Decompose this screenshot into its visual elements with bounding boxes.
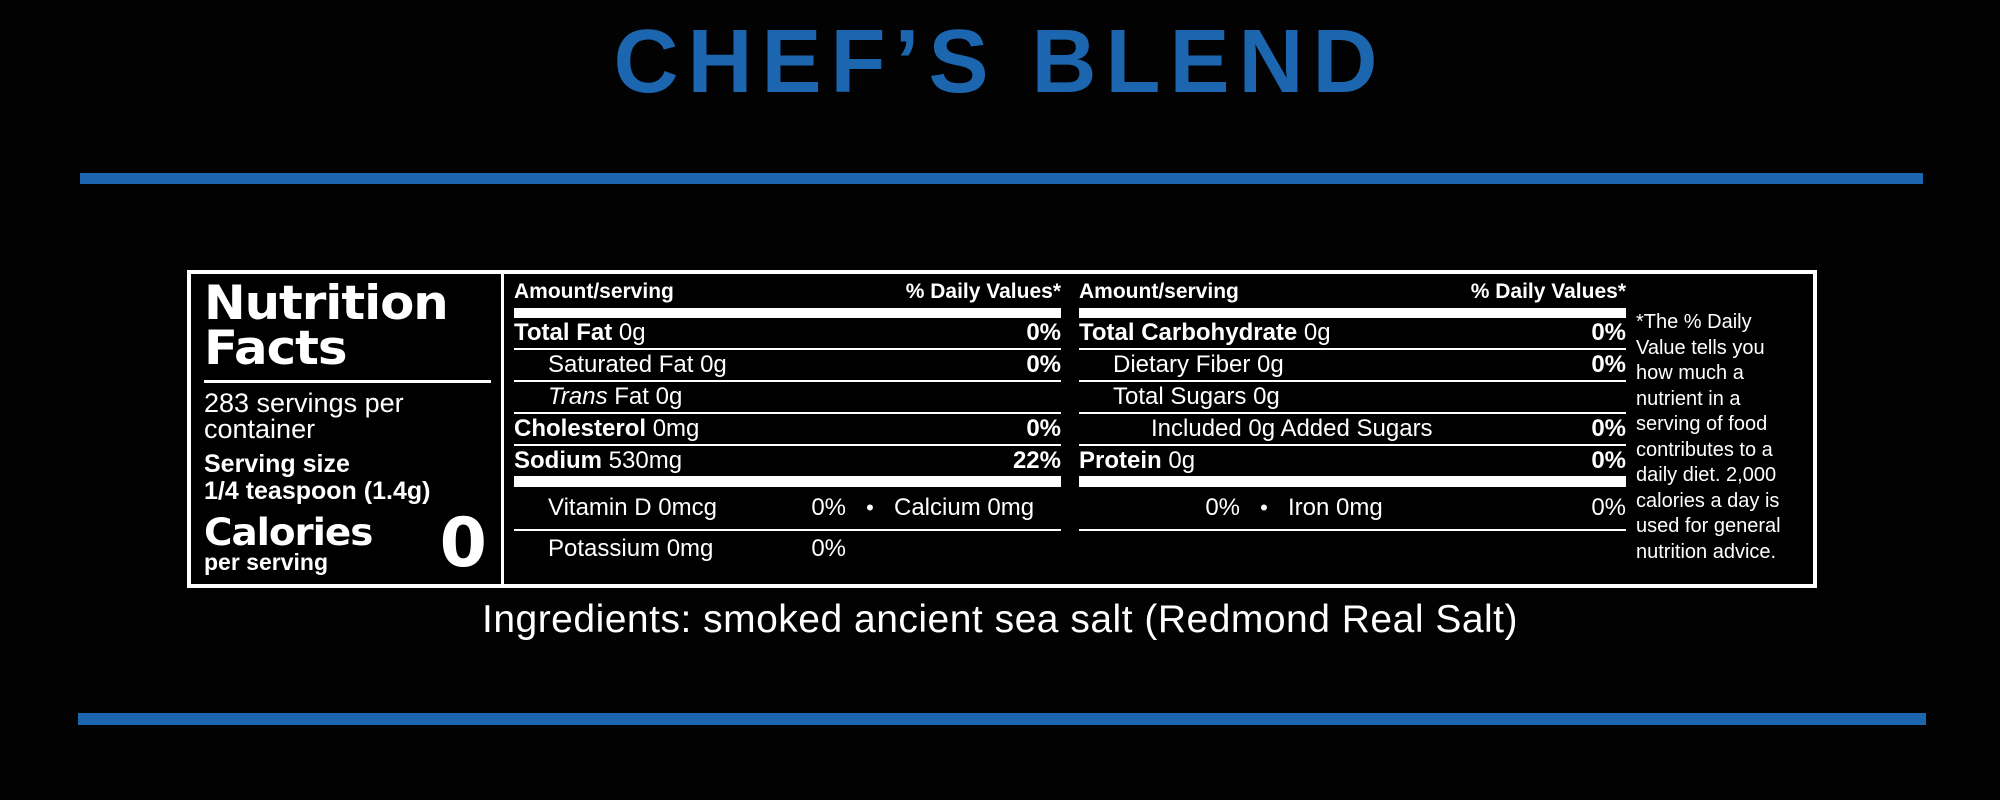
thick-bar <box>514 476 1061 487</box>
serving-size: Serving size 1/4 teaspoon (1.4g) <box>204 451 491 505</box>
nutrient-row: Total Fat 0g 0% <box>514 319 1061 346</box>
thick-bar <box>1079 476 1626 487</box>
column-header: Amount/serving % Daily Values* <box>514 274 1061 304</box>
daily-values-header: % Daily Values* <box>905 280 1061 303</box>
calories-value: 0 <box>439 504 487 583</box>
micronutrient-item: Calcium 0mg 0% <box>894 494 1240 521</box>
nutrient-row: Saturated Fat 0g 0% <box>514 348 1061 380</box>
micronutrient-item: Potassium 0mg 0% <box>548 535 846 562</box>
serving-size-label: Serving size <box>204 450 350 478</box>
calories-row: Calories per serving 0 <box>204 504 491 583</box>
bullet-separator: • <box>1260 495 1268 520</box>
nutrient-column-left: Amount/serving % Daily Values* Total Fat… <box>514 274 1061 487</box>
daily-value-footnote: *The % Daily Value tells you how much a … <box>1636 311 1781 563</box>
micronutrient-row-2: Potassium 0mg 0% <box>514 531 1626 567</box>
column-header: Amount/serving % Daily Values* <box>1079 274 1626 304</box>
nutrition-facts-label: Nutrition Facts 283 servings per contain… <box>187 270 1817 588</box>
thick-bar <box>1079 308 1626 318</box>
daily-values-header: % Daily Values* <box>1470 280 1626 303</box>
thick-bar <box>514 308 1061 318</box>
nutrient-rows: Total Carbohydrate 0g 0% Dietary Fiber 0g 0… <box>1079 318 1626 476</box>
bullet-separator: • <box>866 495 874 520</box>
amount-serving-header: Amount/serving <box>514 280 674 303</box>
nutrient-row: Cholesterol 0mg 0% <box>514 412 1061 444</box>
nutrient-row: Dietary Fiber 0g 0% <box>1079 348 1626 380</box>
servings-per-container: 283 servings per container <box>204 388 491 444</box>
nutrient-row: Total Carbohydrate 0g 0% <box>1079 319 1626 346</box>
nutrient-row: Trans Fat 0g <box>514 380 1061 412</box>
nutrient-row: Sodium 530mg 22% <box>514 444 1061 476</box>
nutrient-column-right: Amount/serving % Daily Values* Total Car… <box>1079 274 1626 487</box>
micronutrient-item: Iron 0mg 0% <box>1288 494 1626 521</box>
micronutrients-section: Vitamin D 0mcg 0% • Calcium 0mg 0% • Iron 0mg 0… <box>514 487 1626 567</box>
nutrient-row: Protein 0g 0% <box>1079 444 1626 476</box>
heading-rule <box>204 380 491 383</box>
servings-line-2: container <box>204 414 316 444</box>
divider-top <box>80 173 1923 184</box>
calories-label-group: Calories per serving <box>204 514 373 575</box>
nutrient-table: Amount/serving % Daily Values* Total Fat… <box>504 274 1626 584</box>
calories-sublabel: per serving <box>204 549 328 575</box>
serving-size-value: 1/4 teaspoon (1.4g) <box>204 477 431 505</box>
nutrition-facts-heading: Nutrition Facts <box>204 276 508 376</box>
calories-label: Calories <box>204 511 373 554</box>
nutrient-row: Total Sugars 0g <box>1079 380 1626 412</box>
nutrient-row: Included 0g Added Sugars 0% <box>1079 412 1626 444</box>
heading-line-1: Nutrition <box>204 276 449 331</box>
micronutrient-item: Vitamin D 0mcg 0% <box>548 494 846 521</box>
servings-line-1: 283 servings per <box>204 388 404 418</box>
amount-serving-header: Amount/serving <box>1079 280 1239 303</box>
product-title: CHEF’S BLEND <box>613 12 1387 112</box>
divider-bottom <box>78 713 1926 725</box>
heading-line-2: Facts <box>204 321 347 376</box>
micronutrient-row-1: Vitamin D 0mcg 0% • Calcium 0mg 0% • Iron 0mg 0… <box>514 487 1626 529</box>
ingredients-text: Ingredients: smoked ancient sea salt (Re… <box>481 598 1519 641</box>
nutrition-facts-left-panel: Nutrition Facts 283 servings per contain… <box>191 274 504 584</box>
nutrient-columns: Amount/serving % Daily Values* Total Fat… <box>514 274 1626 487</box>
nutrient-rows: Total Fat 0g 0% Saturated Fat 0g 0% Trans Fa… <box>514 318 1061 476</box>
micronutrient-divider <box>514 529 1626 531</box>
